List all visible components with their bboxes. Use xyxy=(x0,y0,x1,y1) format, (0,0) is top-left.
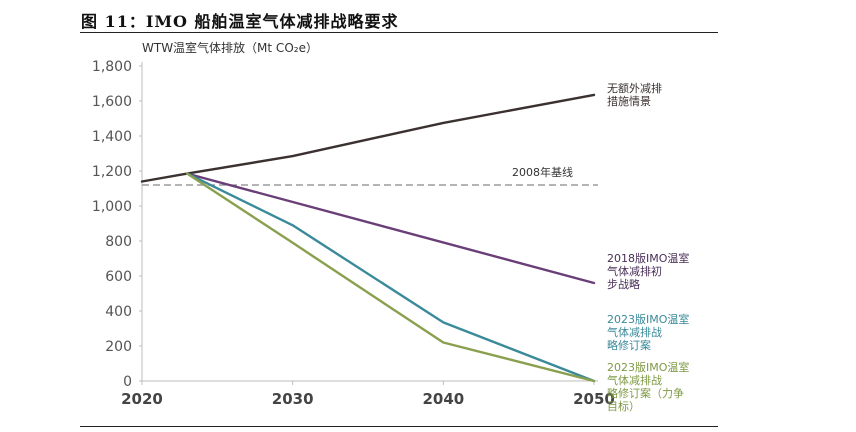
series-label: 2023版IMO温室气体减排战略修订案（力争目标） xyxy=(607,360,689,413)
series-label: 2018版IMO温室气体减排初步战略 xyxy=(607,251,689,291)
bottom-rule xyxy=(80,426,718,427)
series-label-line: 目标） xyxy=(607,399,640,413)
top-rule xyxy=(80,32,718,33)
series-label: 2023版IMO温室气体减排战略修订案 xyxy=(607,312,689,352)
series-label-line: 气体减排初 xyxy=(607,264,662,278)
y-tick-label: 400 xyxy=(105,304,132,320)
x-tick-label: 2020 xyxy=(121,390,163,408)
series-line xyxy=(185,172,596,383)
series-label-line: 步战略 xyxy=(607,277,640,291)
y-tick-label: 1,200 xyxy=(92,164,132,180)
figure-title: 图 11：IMO 船舶温室气体减排战略要求 xyxy=(81,12,399,31)
series-label-line: 气体减排战 xyxy=(607,373,662,387)
y-tick-label: 1,400 xyxy=(92,129,132,145)
x-tick-label: 2040 xyxy=(422,390,464,408)
series-line xyxy=(185,172,596,383)
x-tick-label: 2030 xyxy=(272,390,314,408)
series-label-line: 略修订案 xyxy=(607,338,651,352)
y-tick-label: 1,800 xyxy=(92,59,132,75)
series-label-line: 气体减排战 xyxy=(607,325,662,339)
series-label-line: 措施情景 xyxy=(607,94,651,108)
baseline-label: 2008年基线 xyxy=(512,165,573,179)
series-label-line: 2023版IMO温室 xyxy=(607,360,689,374)
series-label-line: 2018版IMO温室 xyxy=(607,251,689,265)
y-tick-label: 600 xyxy=(105,269,132,285)
x-tick-label: 2050 xyxy=(573,390,615,408)
y-tick-label: 800 xyxy=(105,234,132,250)
series-label-line: 略修订案（力争 xyxy=(607,386,684,400)
y-tick-label: 0 xyxy=(123,374,132,390)
series-label: 无额外减排措施情景 xyxy=(607,81,662,108)
y-tick-label: 1,000 xyxy=(92,199,132,215)
y-tick-label: 200 xyxy=(105,339,132,355)
series-label-line: 无额外减排 xyxy=(607,81,662,95)
y-tick-label: 1,600 xyxy=(92,94,132,110)
series-label-line: 2023版IMO温室 xyxy=(607,312,689,326)
series-line xyxy=(140,93,596,183)
series-line xyxy=(185,172,596,285)
y-axis-label: WTW温室气体排放（Mt CO₂e） xyxy=(142,40,318,55)
